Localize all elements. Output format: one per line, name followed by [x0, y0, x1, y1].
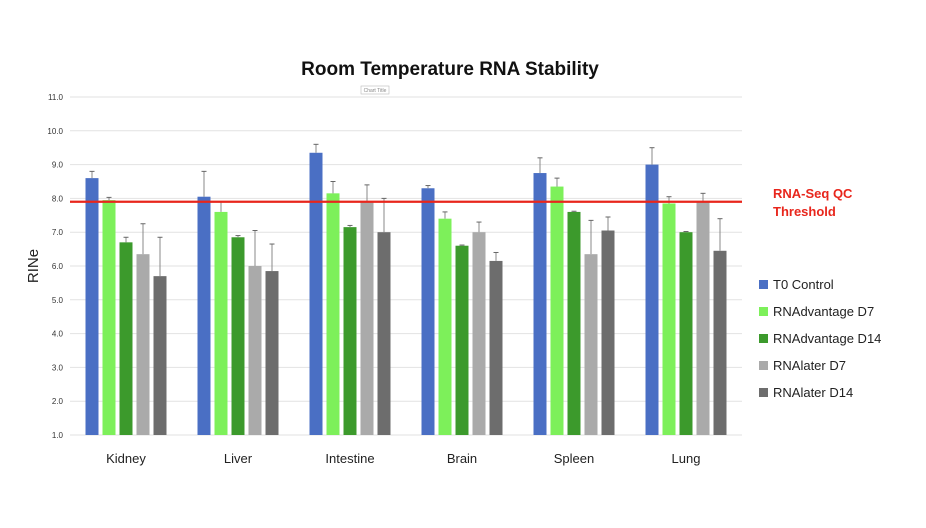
y-tick-label: 5.0: [52, 296, 64, 305]
bar: [421, 188, 435, 435]
chart-title-placeholder: Chart Title: [364, 88, 387, 94]
bar: [197, 196, 211, 435]
y-axis-ticks: 1.0 2.0 3.0 4.0 5.0 6.0 7.0 8.0 9.0 10.0 11.0: [47, 93, 63, 440]
bar: [309, 152, 323, 435]
legend-swatch: [759, 361, 768, 370]
bar: [438, 218, 452, 435]
gridlines: [70, 96, 742, 436]
y-tick-label: 1.0: [52, 431, 64, 440]
x-category-label: Spleen: [554, 451, 594, 466]
bar: [326, 193, 340, 435]
bar: [696, 201, 710, 435]
y-tick-label: 10.0: [47, 127, 63, 136]
bar: [567, 211, 581, 435]
x-category-label: Liver: [224, 451, 253, 466]
legend-swatch: [759, 334, 768, 343]
x-axis-categories: Kidney Liver Intestine Brain Spleen Lung: [106, 451, 700, 466]
chart-title-placeholder-box: [360, 85, 390, 95]
legend-label: RNAdvantage D7: [773, 304, 874, 319]
y-tick-label: 4.0: [52, 330, 64, 339]
bar: [153, 276, 167, 435]
legend-swatch: [759, 307, 768, 316]
y-tick-label: 7.0: [52, 228, 64, 237]
threshold-label: RNA-Seq QC: [773, 186, 853, 201]
bar: [679, 232, 693, 435]
bar: [360, 201, 374, 435]
bar: [455, 245, 469, 435]
legend-label: RNAlater D7: [773, 358, 846, 373]
legend-swatch: [759, 280, 768, 289]
x-category-label: Kidney: [106, 451, 146, 466]
bar: [489, 260, 503, 435]
bar: [601, 230, 615, 435]
bar: [248, 266, 262, 435]
legend: T0 Control RNAdvantage D7 RNAdvantage D14 R…: [759, 277, 881, 400]
threshold: RNA-Seq QC Threshold: [70, 186, 853, 219]
y-tick-label: 6.0: [52, 262, 64, 271]
bar: [377, 232, 391, 435]
legend-swatch: [759, 388, 768, 397]
bar: [713, 250, 727, 435]
bar: [550, 186, 564, 435]
bar: [472, 232, 486, 435]
bar: [265, 271, 279, 435]
y-tick-label: 2.0: [52, 397, 64, 406]
y-tick-label: 9.0: [52, 161, 64, 170]
bar: [136, 254, 150, 435]
y-tick-label: 3.0: [52, 363, 64, 372]
bars: [85, 152, 727, 436]
bar: [102, 200, 116, 435]
bar: [584, 254, 598, 435]
x-category-label: Brain: [447, 451, 477, 466]
y-tick-label: 8.0: [52, 194, 64, 203]
bar: [231, 237, 245, 435]
bar: [343, 227, 357, 435]
bar: [533, 173, 547, 436]
bar: [662, 203, 676, 435]
error-bars: [89, 143, 723, 277]
legend-label: T0 Control: [773, 277, 834, 292]
threshold-label: Threshold: [773, 204, 836, 219]
chart-title: Room Temperature RNA Stability: [301, 59, 599, 80]
bar: [119, 242, 133, 435]
bar: [85, 178, 99, 435]
legend-label: RNAlater D14: [773, 385, 853, 400]
x-category-label: Intestine: [325, 451, 374, 466]
y-tick-label: 11.0: [48, 93, 64, 102]
bar: [214, 211, 228, 435]
legend-label: RNAdvantage D14: [773, 331, 881, 346]
x-category-label: Lung: [672, 451, 701, 466]
y-axis-label: RINe: [25, 249, 42, 283]
bar: [645, 164, 659, 435]
